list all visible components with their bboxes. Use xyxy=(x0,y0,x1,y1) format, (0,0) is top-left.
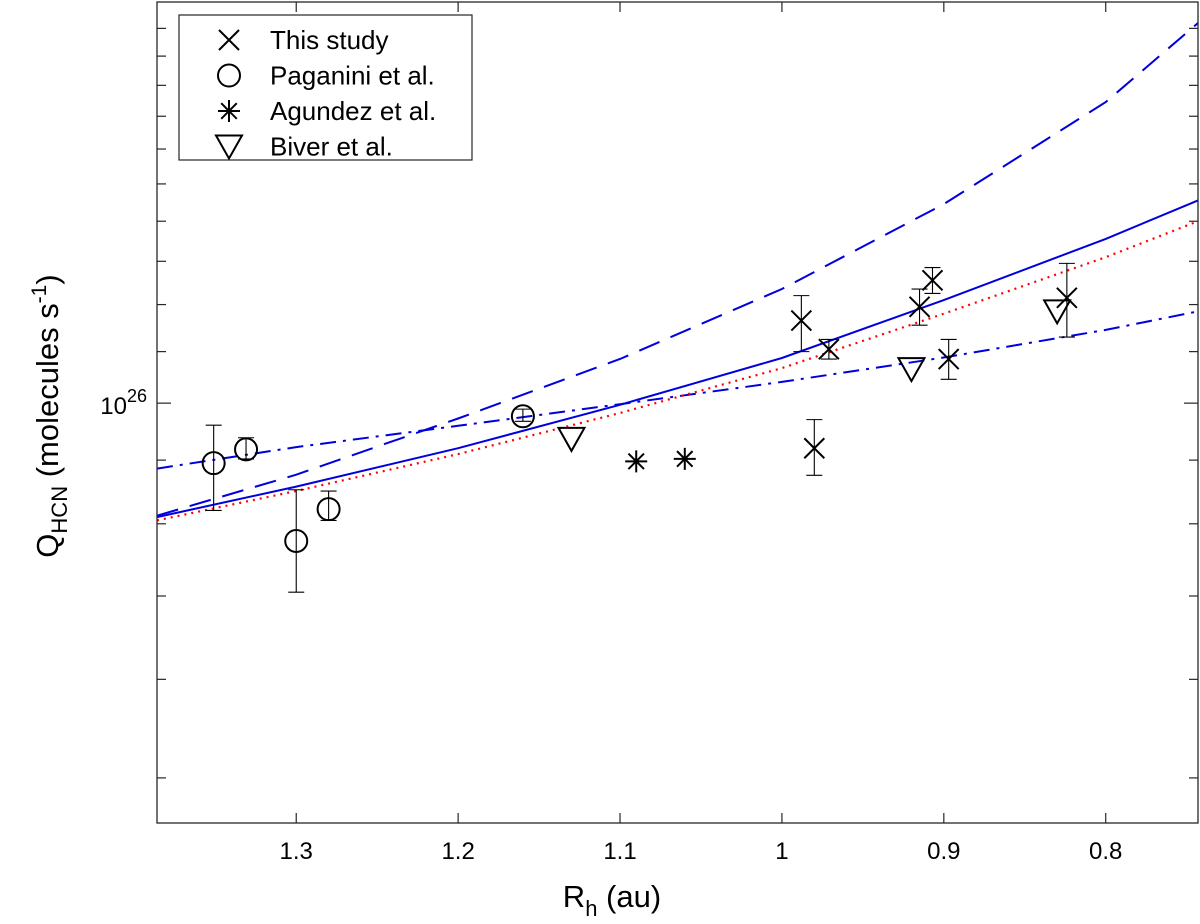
legend-marker-asterisk xyxy=(218,100,240,122)
marker-x xyxy=(921,269,944,292)
error-bar xyxy=(793,295,810,353)
marker-x xyxy=(803,437,826,459)
marker-asterisk xyxy=(673,447,696,470)
marker-x xyxy=(790,309,813,332)
legend: This study Paganini et al. Agundez et al. B… xyxy=(178,14,473,162)
y-axis-label-rest-pre: (molecules s xyxy=(30,303,65,486)
y-axis-label-sup: -1 xyxy=(28,285,51,304)
y-axis-label-sub: HCN xyxy=(47,486,72,534)
legend-marker-x xyxy=(218,29,240,51)
fit-line-solid xyxy=(156,199,1199,519)
data-markers xyxy=(201,269,1078,553)
x-tick-label: 1.3 xyxy=(280,838,313,865)
legend-marker-triangle-down xyxy=(214,134,244,161)
x-tick-label: 1.1 xyxy=(603,838,636,865)
y-tick-label-base: 10 xyxy=(100,393,127,420)
legend-label: Biver et al. xyxy=(270,132,393,162)
marker-x xyxy=(937,348,960,370)
marker-circle xyxy=(510,404,535,429)
legend-label: Agundez et al. xyxy=(270,96,436,126)
x-axis-label-rest: (au) xyxy=(597,879,661,914)
marker-triangle-down xyxy=(556,426,587,453)
x-tick-label: 0.9 xyxy=(927,838,960,865)
marker-triangle-down xyxy=(1042,299,1072,326)
y-axis-label-main: Q xyxy=(30,534,65,558)
x-tick-label: 1 xyxy=(775,838,788,865)
marker-asterisk xyxy=(625,450,648,473)
y-tick-label-exp: 26 xyxy=(127,386,147,406)
legend-label: This study xyxy=(270,25,389,55)
error-bar xyxy=(288,489,305,593)
x-tick-labels: 1.3 1.2 1.1 1 0.9 0.8 xyxy=(280,838,1123,865)
error-bars xyxy=(205,262,1075,593)
marker-circle xyxy=(201,451,226,476)
marker-circle xyxy=(234,437,259,462)
error-bar xyxy=(514,408,531,422)
fit-line-dashed xyxy=(156,22,1199,517)
y-axis-label: QHCN (molecules s-1) xyxy=(28,274,72,557)
x-axis-label-sub: h xyxy=(585,896,597,921)
x-axis-label: Rh (au) xyxy=(563,879,661,921)
marker-circle xyxy=(316,497,341,522)
fit-line-dashdot xyxy=(156,310,1199,470)
axis-ticks xyxy=(157,2,1198,823)
marker-x xyxy=(818,338,840,360)
x-tick-label: 0.8 xyxy=(1089,838,1122,865)
fit-line-dotted xyxy=(156,220,1199,522)
y-axis-label-rest-post: ) xyxy=(30,274,65,284)
x-tick-label: 1.2 xyxy=(441,838,474,865)
y-tick-labels: 1026 xyxy=(100,386,147,420)
plot-frame xyxy=(156,1,1199,824)
fit-lines xyxy=(156,22,1199,522)
error-bar xyxy=(320,490,337,521)
marker-x xyxy=(1056,287,1078,309)
error-bar xyxy=(205,424,222,511)
legend-marker-circle xyxy=(217,63,241,88)
marker-circle xyxy=(284,528,309,553)
x-axis-label-main: R xyxy=(563,879,585,914)
y-tick-label: 1026 xyxy=(100,386,147,420)
marker-x xyxy=(908,296,931,318)
marker-triangle-down xyxy=(896,357,927,384)
legend-label: Paganini et al. xyxy=(270,61,435,91)
